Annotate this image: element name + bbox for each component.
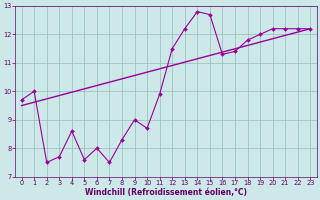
X-axis label: Windchill (Refroidissement éolien,°C): Windchill (Refroidissement éolien,°C) bbox=[85, 188, 247, 197]
